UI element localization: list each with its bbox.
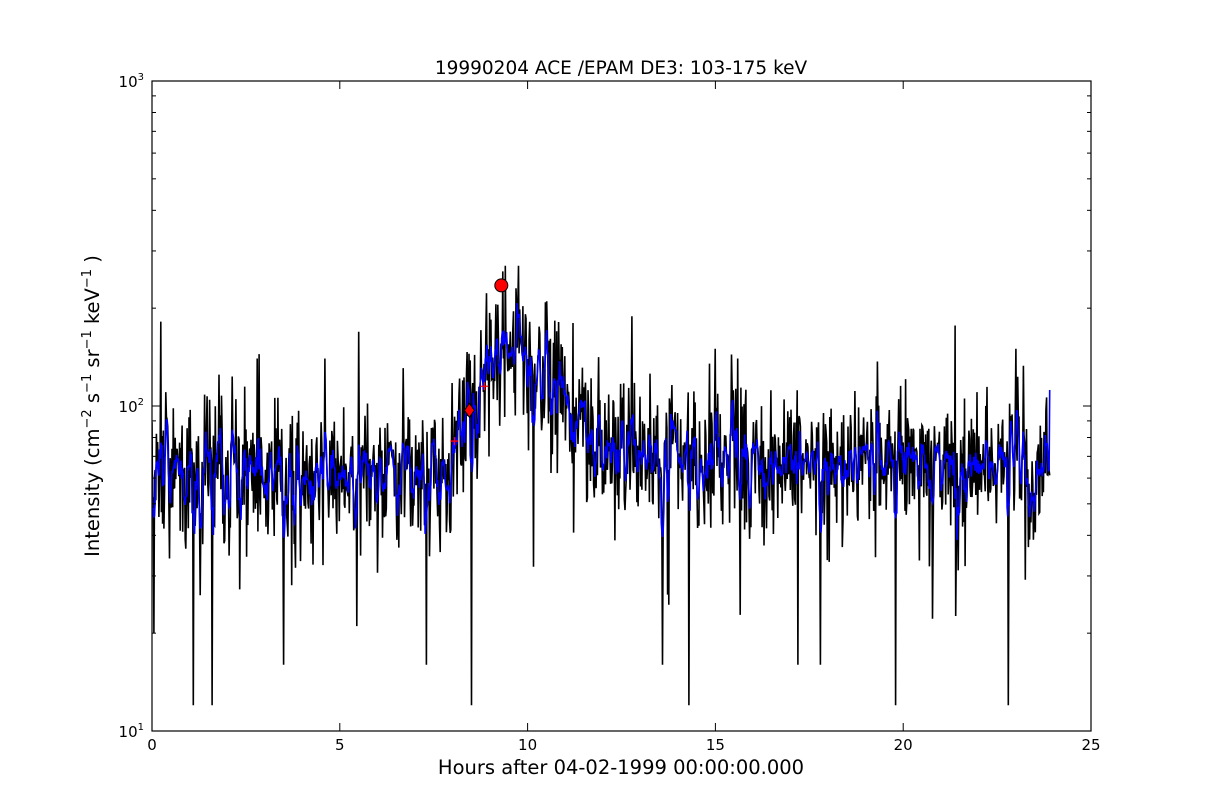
x-tick-label: 5 [335, 736, 345, 754]
marker-peak-circle [494, 278, 509, 293]
chart-title: 19990204 ACE /EPAM DE3: 103-175 keV [435, 58, 808, 79]
x-tick-label: 25 [1081, 736, 1100, 754]
y-label-exp1: −2 [80, 409, 95, 428]
series-layer [152, 265, 1051, 706]
marker-plus [450, 437, 459, 446]
y-tick-exp: 3 [138, 72, 144, 83]
y-tick-label: 101 [119, 722, 144, 741]
y-axis-label: Intensity (cm−2 s−1 sr−1 keV−1 ) [80, 255, 104, 557]
series-raw-line [152, 265, 1051, 706]
y-label-mid3: keV [81, 287, 104, 330]
x-tick-label: 10 [518, 736, 537, 754]
y-tick-base: 10 [119, 73, 138, 91]
marker-onset-diamond [463, 402, 475, 419]
marker-layer [450, 278, 509, 446]
y-tick-exp: 1 [138, 722, 144, 733]
y-label-suffix: ) [81, 255, 104, 269]
x-tick-label: 20 [894, 736, 913, 754]
y-label-mid2: sr [81, 348, 104, 373]
y-tick-label: 103 [119, 72, 144, 91]
y-label-exp4: −1 [80, 269, 95, 288]
y-label-exp3: −1 [80, 330, 95, 349]
y-tick-base: 10 [119, 398, 138, 416]
x-tick-label: 15 [706, 736, 725, 754]
x-tick-label: 0 [147, 736, 157, 754]
x-axis-label: Hours after 04-02-1999 00:00:00.000 [438, 756, 804, 779]
y-tick-base: 10 [119, 723, 138, 741]
y-label-prefix: Intensity (cm [81, 428, 104, 556]
y-tick-exp: 2 [138, 397, 144, 408]
y-label-mid1: s [81, 393, 104, 409]
marker-plus [480, 382, 489, 391]
series-smoothed-line [152, 303, 1051, 541]
y-tick-label: 102 [119, 397, 144, 416]
y-label-exp2: −1 [80, 374, 95, 393]
